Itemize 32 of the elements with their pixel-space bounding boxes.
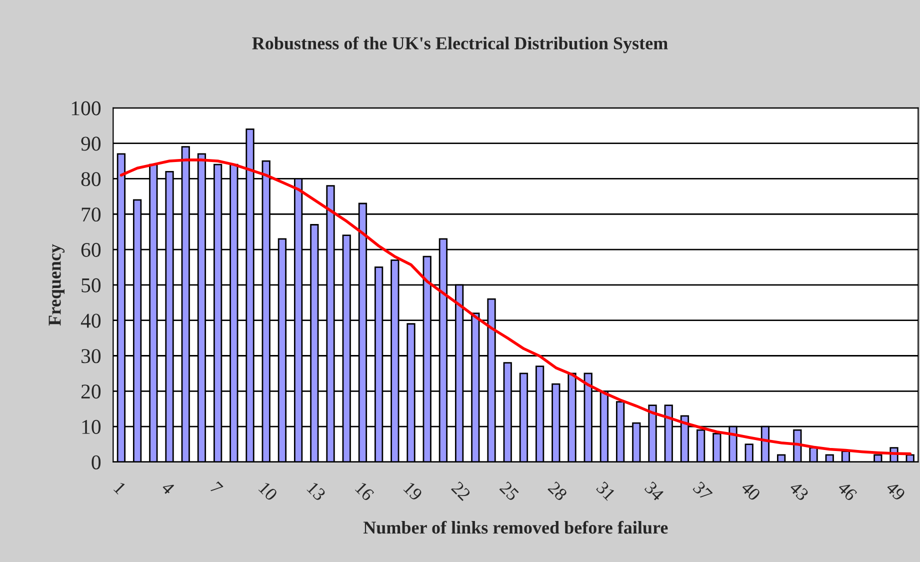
y-tick-label: 0 (92, 455, 101, 470)
x-tick-label: 19 (403, 482, 423, 502)
x-tick-label: 7 (210, 481, 224, 495)
x-tick-label: 1 (113, 482, 126, 494)
x-tick-label: 34 (644, 481, 665, 502)
x-tick-label: 37 (692, 481, 713, 502)
y-tick-label: 10 (82, 420, 101, 434)
y-tick-label: 50 (82, 278, 101, 292)
y-tick-label: 70 (82, 207, 101, 222)
y-tick-label: 80 (81, 172, 101, 186)
y-axis-title: Frequency (48, 244, 65, 326)
y-tick-label: 40 (80, 314, 101, 328)
x-tick-label: 43 (788, 480, 810, 502)
y-tick-label: 20 (81, 384, 101, 399)
y-tick-label: 90 (81, 136, 101, 151)
x-tick-label: 13 (306, 482, 326, 502)
x-tick-label: 22 (451, 480, 471, 501)
x-tick-label: 4 (160, 480, 176, 496)
chart-title: Robustness of the UK's Electrical Distribution System (252, 36, 668, 54)
x-tick-label: 31 (596, 481, 616, 502)
x-tick-label: 46 (836, 480, 858, 502)
x-tick-label: 49 (885, 480, 906, 502)
x-tick-label: 40 (740, 480, 762, 502)
x-axis-title: Number of links removed before failure (363, 520, 668, 534)
y-tick-label: 60 (81, 242, 101, 257)
x-tick-label: 28 (547, 480, 568, 502)
x-tick-label: 10 (258, 482, 278, 502)
x-tick-label: 16 (354, 482, 375, 502)
y-tick-label: 30 (82, 349, 101, 364)
x-tick-label: 25 (499, 480, 520, 502)
y-tick-label: 100 (72, 101, 101, 116)
line-series (120, 158, 912, 456)
